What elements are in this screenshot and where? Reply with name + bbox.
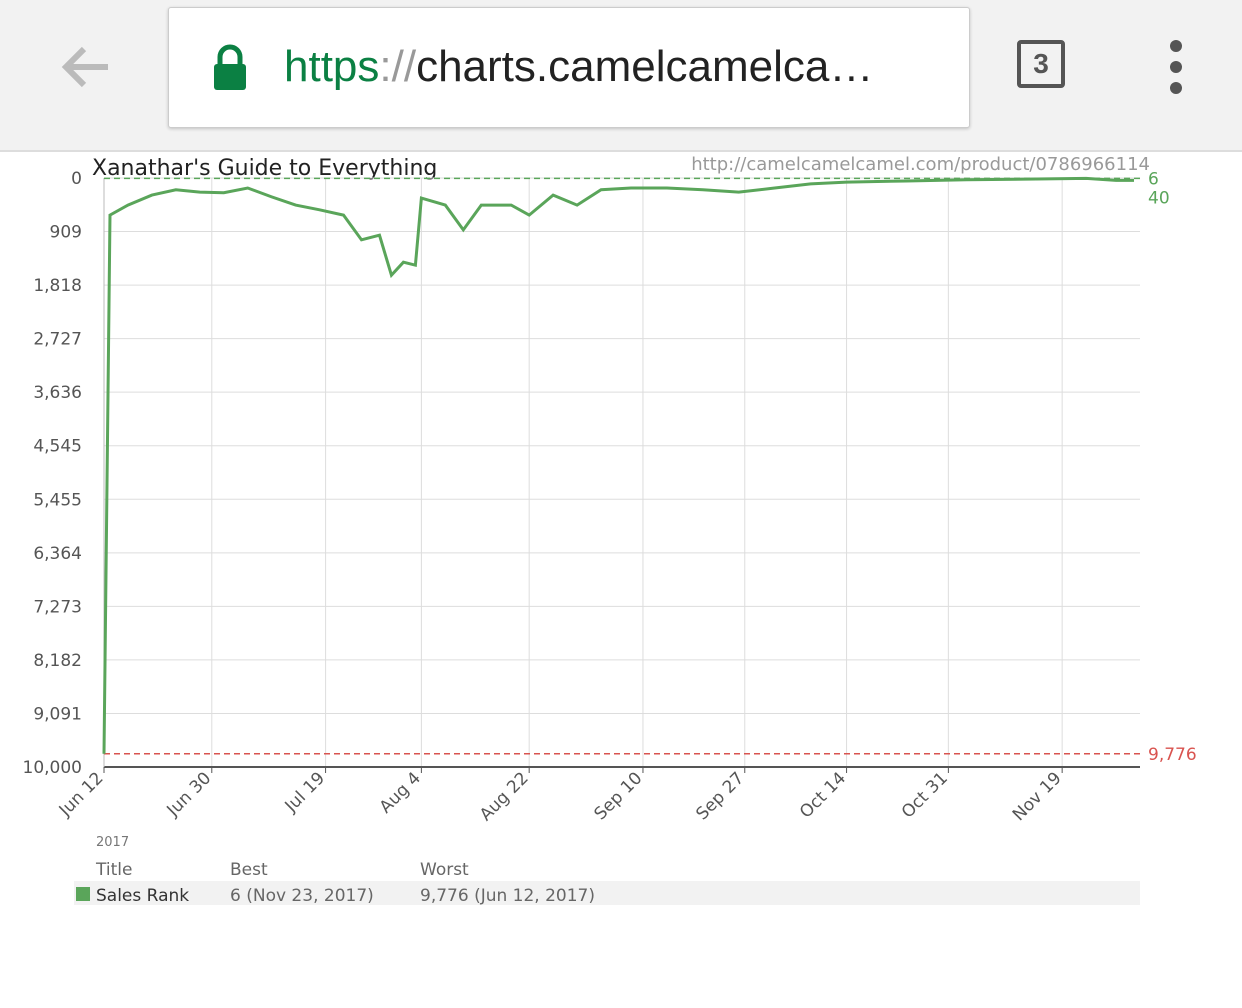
summary-worst: 9,776 (Jun 12, 2017) — [420, 886, 595, 906]
y-tick-label: 7,273 — [33, 597, 82, 617]
summary-row-bg — [74, 881, 1140, 905]
legend-swatch — [76, 887, 90, 901]
x-tick-label: Sep 10 — [591, 768, 647, 824]
chart: Xanathar's Guide to Everything http://cam… — [23, 154, 1197, 906]
url-host: charts.camelcamelca… — [416, 42, 874, 91]
y-tick-label: 2,727 — [33, 330, 82, 350]
reference-label: 9,776 — [1148, 745, 1197, 765]
source-url: http://camelcamelcamel.com/product/07869… — [691, 154, 1150, 175]
reference-label: 6 — [1148, 169, 1159, 189]
url: https://charts.camelcamelca… — [284, 42, 873, 92]
chart-title: Xanathar's Guide to Everything — [92, 156, 437, 181]
sales-rank-line — [102, 176, 1135, 754]
y-tick-label: 3,636 — [33, 383, 82, 403]
x-tick-label: Jun 30 — [163, 768, 216, 821]
x-tick-label: Sep 27 — [692, 768, 748, 824]
back-button[interactable] — [58, 42, 118, 92]
summary-best: 6 (Nov 23, 2017) — [230, 886, 374, 906]
summary-header: Title — [95, 860, 132, 880]
x-tick-label: Nov 19 — [1009, 768, 1066, 825]
tab-count[interactable]: 3 — [1017, 40, 1065, 88]
y-tick-label: 8,182 — [33, 651, 82, 671]
x-tick-label: Aug 22 — [476, 768, 533, 825]
y-tick-label: 1,818 — [33, 276, 82, 296]
url-scheme: https — [284, 42, 380, 91]
y-tick-label: 9,091 — [33, 704, 82, 724]
y-tick-label: 5,455 — [33, 490, 82, 510]
y-tick-label: 909 — [50, 223, 82, 243]
last-value-label: 40 — [1148, 188, 1170, 208]
y-tick-label: 10,000 — [23, 758, 82, 778]
x-tick-label: Jul 19 — [281, 768, 329, 816]
lock-icon — [214, 44, 246, 90]
x-tick-label: Oct 14 — [796, 768, 850, 822]
summary-header: Worst — [420, 860, 469, 880]
x-tick-label: Aug 4 — [376, 768, 425, 817]
legend-entry: Sales Rank — [96, 886, 189, 906]
menu-button[interactable] — [1166, 38, 1186, 98]
y-tick-label: 0 — [71, 169, 82, 189]
x-tick-label: Oct 31 — [898, 768, 952, 822]
summary-header: Best — [230, 860, 268, 880]
url-separator: :// — [379, 42, 417, 91]
toolbar: https://charts.camelcamelca… 3 — [0, 0, 1242, 152]
address-bar[interactable]: https://charts.camelcamelca… — [168, 7, 970, 128]
year-label: 2017 — [96, 835, 129, 850]
y-tick-label: 4,545 — [33, 437, 82, 457]
y-tick-label: 6,364 — [33, 544, 82, 564]
